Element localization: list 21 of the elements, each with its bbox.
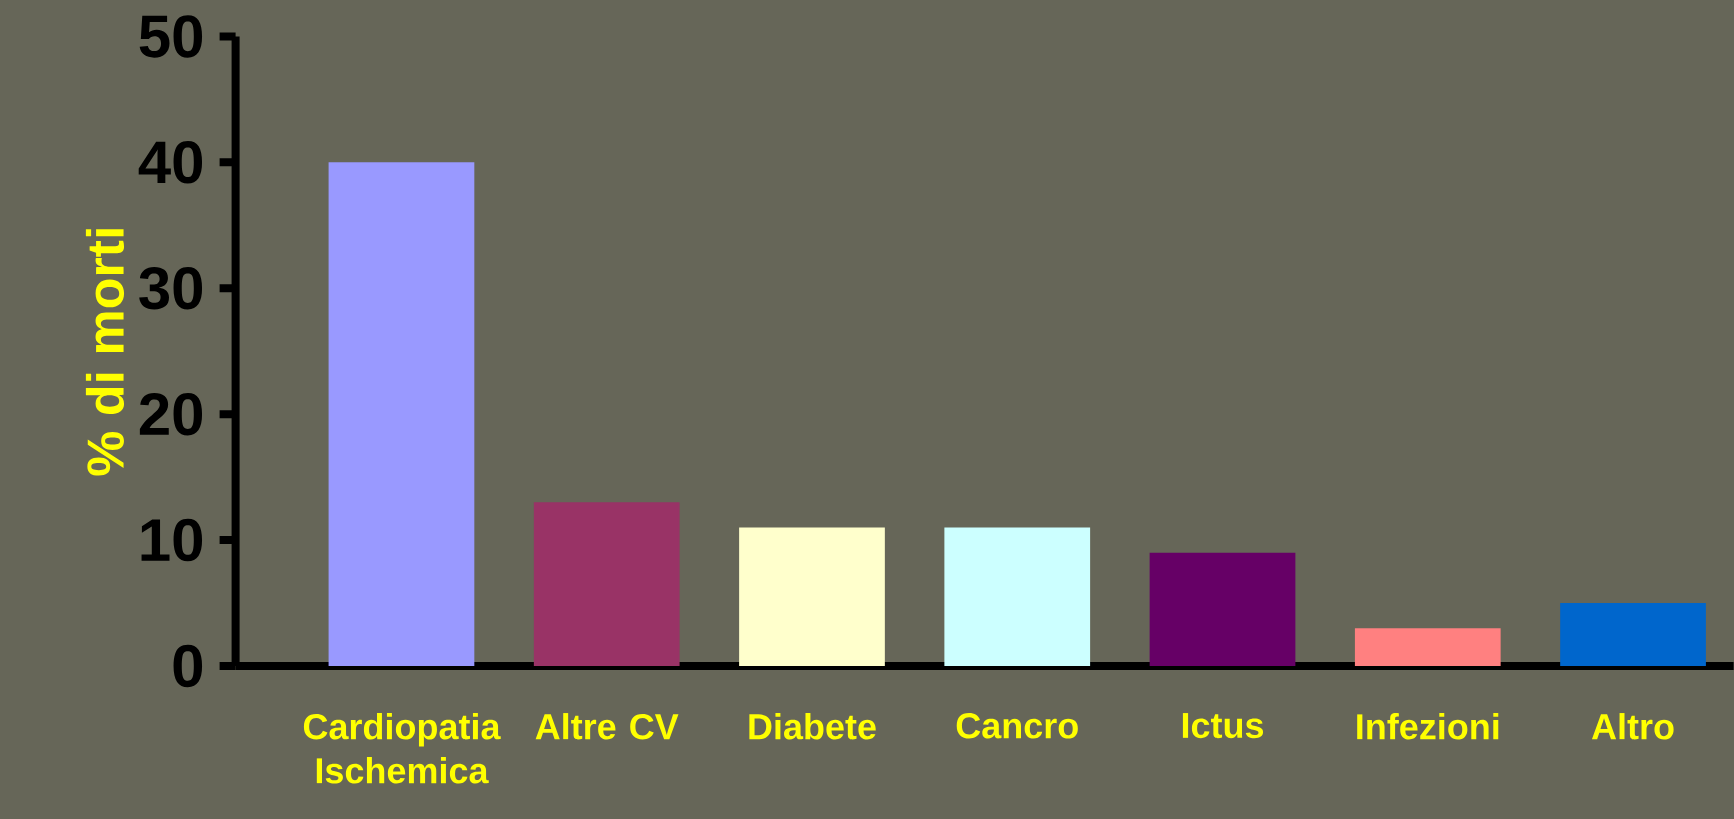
bar — [328, 162, 475, 666]
x-tick-label: Infezioni — [1357, 713, 1499, 740]
y-tick-label: 0 — [173, 644, 203, 688]
y-tick-label: 20 — [139, 392, 203, 436]
y-tick-label: 40 — [138, 141, 203, 184]
x-tick-label: Cardiopatia Ischemica — [303, 713, 501, 784]
bar — [533, 502, 680, 666]
x-tick-label: Diabete — [749, 713, 876, 740]
x-tick-label: Ictus — [1182, 713, 1264, 739]
bar — [1149, 552, 1296, 666]
y-tick-label: 10 — [141, 518, 203, 562]
y-tick-label: 50 — [139, 15, 203, 58]
bar — [1560, 603, 1706, 666]
bar — [1354, 628, 1501, 666]
x-tick-label: Altre CV — [535, 713, 679, 740]
bar — [739, 527, 885, 666]
y-axis-title: % di morti — [85, 229, 125, 476]
x-tick-label: Cancro — [956, 713, 1078, 739]
x-tick-label: Altro — [1591, 713, 1674, 740]
y-tick-label: 30 — [139, 266, 203, 310]
bar — [944, 527, 1091, 666]
